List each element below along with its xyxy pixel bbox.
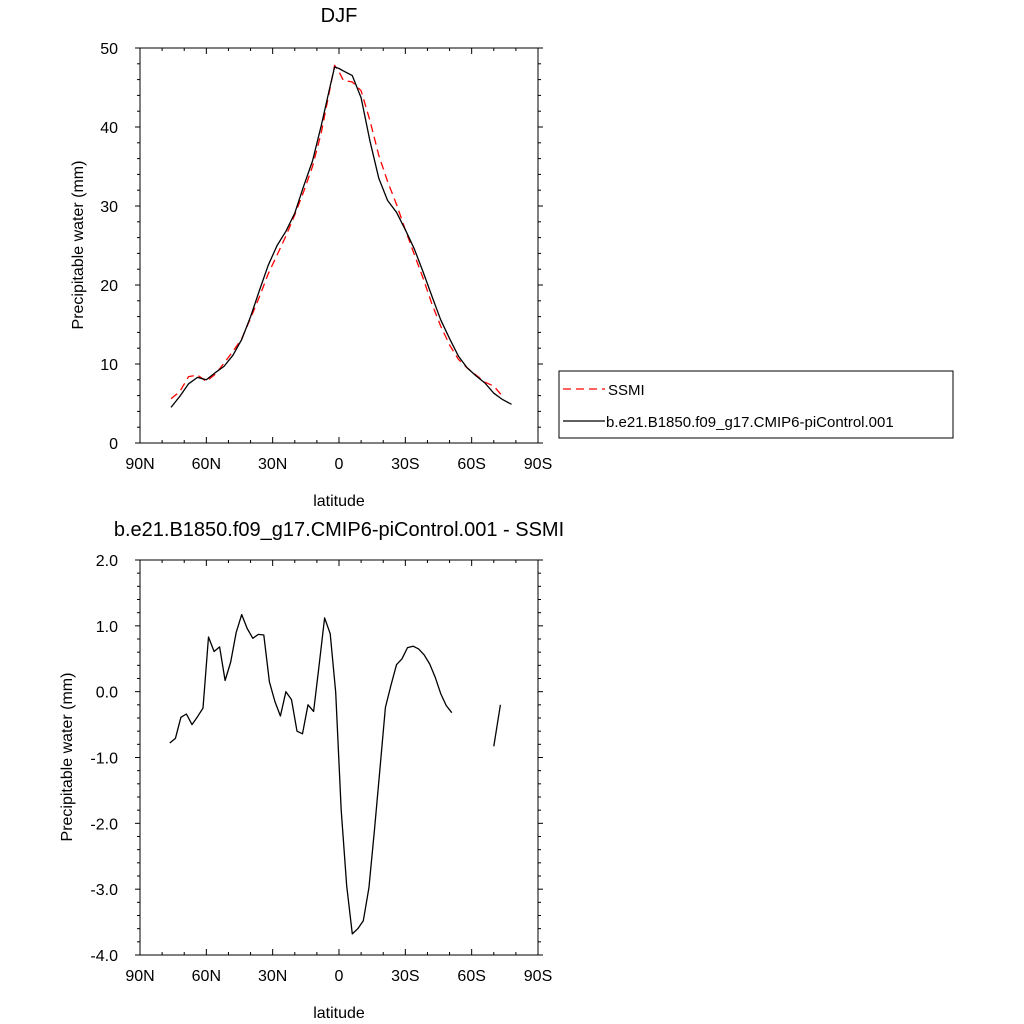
top-chart-xlabel: latitude bbox=[313, 493, 365, 510]
legend-label-ssmi: SSMI bbox=[608, 382, 645, 399]
top-plot-border bbox=[139, 47, 539, 444]
y-tick-label: -2.0 bbox=[90, 816, 118, 833]
x-tick-label: 90S bbox=[524, 968, 552, 985]
y-tick-label: 10 bbox=[100, 357, 118, 374]
legend-box bbox=[558, 370, 954, 439]
difference-line-segment-0 bbox=[169, 613, 453, 935]
bottom-chart-series bbox=[169, 613, 502, 935]
top-chart-panel: DJF 90N 60N 30N 0 30S 60S 90S 0 10 20 30 40 50 latit… bbox=[70, 5, 552, 510]
y-tick-label: -4.0 bbox=[90, 948, 118, 965]
ssmi-line bbox=[170, 64, 504, 400]
bottom-chart-ylabel: Precipitable water (mm) bbox=[59, 673, 76, 842]
x-tick-label: 30N bbox=[258, 968, 287, 985]
legend-label-model: b.e21.B1850.f09_g17.CMIP6-piControl.001 bbox=[606, 414, 894, 431]
difference-line-segment-1 bbox=[493, 704, 502, 747]
top-chart-title: DJF bbox=[321, 5, 358, 27]
top-chart-ylabel: Precipitable water (mm) bbox=[70, 161, 87, 330]
y-tick-label: 40 bbox=[100, 120, 118, 137]
y-tick-label: 0 bbox=[109, 436, 118, 453]
top-chart-series bbox=[170, 64, 512, 408]
x-tick-label: 90N bbox=[125, 456, 154, 473]
y-tick-label: 20 bbox=[100, 278, 118, 295]
x-tick-label: 30S bbox=[391, 968, 419, 985]
x-tick-label: 60S bbox=[457, 456, 485, 473]
x-tick-label: 60S bbox=[457, 968, 485, 985]
x-tick-label: 0 bbox=[335, 456, 344, 473]
bottom-chart-xlabel: latitude bbox=[313, 1005, 365, 1022]
top-chart-frame bbox=[139, 47, 539, 444]
y-tick-label: 1.0 bbox=[96, 619, 118, 636]
x-tick-label: 30N bbox=[258, 456, 287, 473]
x-tick-label: 90S bbox=[524, 456, 552, 473]
x-tick-label: 30S bbox=[391, 456, 419, 473]
bottom-chart-panel: b.e21.B1850.f09_g17.CMIP6-piControl.001 … bbox=[59, 519, 564, 1022]
y-tick-label: 30 bbox=[100, 199, 118, 216]
bottom-chart-ticks: 90N 60N 30N 0 30S 60S 90S 2.0 1.0 0.0 -1.0 -2.0 -3.0… bbox=[90, 553, 552, 985]
chart-legend: SSMI b.e21.B1850.f09_g17.CMIP6-piControl… bbox=[558, 370, 954, 439]
top-chart-ticks: 90N 60N 30N 0 30S 60S 90S 0 10 20 30 40 50 bbox=[100, 41, 552, 473]
y-tick-label: 50 bbox=[100, 41, 118, 58]
b-e21-b1850-f09-g17-cmip6-picontrol-001-line bbox=[170, 66, 512, 408]
x-tick-label: 60N bbox=[192, 456, 221, 473]
bottom-chart-title: b.e21.B1850.f09_g17.CMIP6-piControl.001 … bbox=[114, 519, 564, 541]
x-tick-label: 60N bbox=[192, 968, 221, 985]
y-tick-label: 0.0 bbox=[96, 685, 118, 702]
y-tick-label: 2.0 bbox=[96, 553, 118, 570]
x-tick-label: 90N bbox=[125, 968, 154, 985]
x-tick-label: 0 bbox=[335, 968, 344, 985]
y-tick-label: -3.0 bbox=[90, 882, 118, 899]
y-tick-label: -1.0 bbox=[90, 751, 118, 768]
